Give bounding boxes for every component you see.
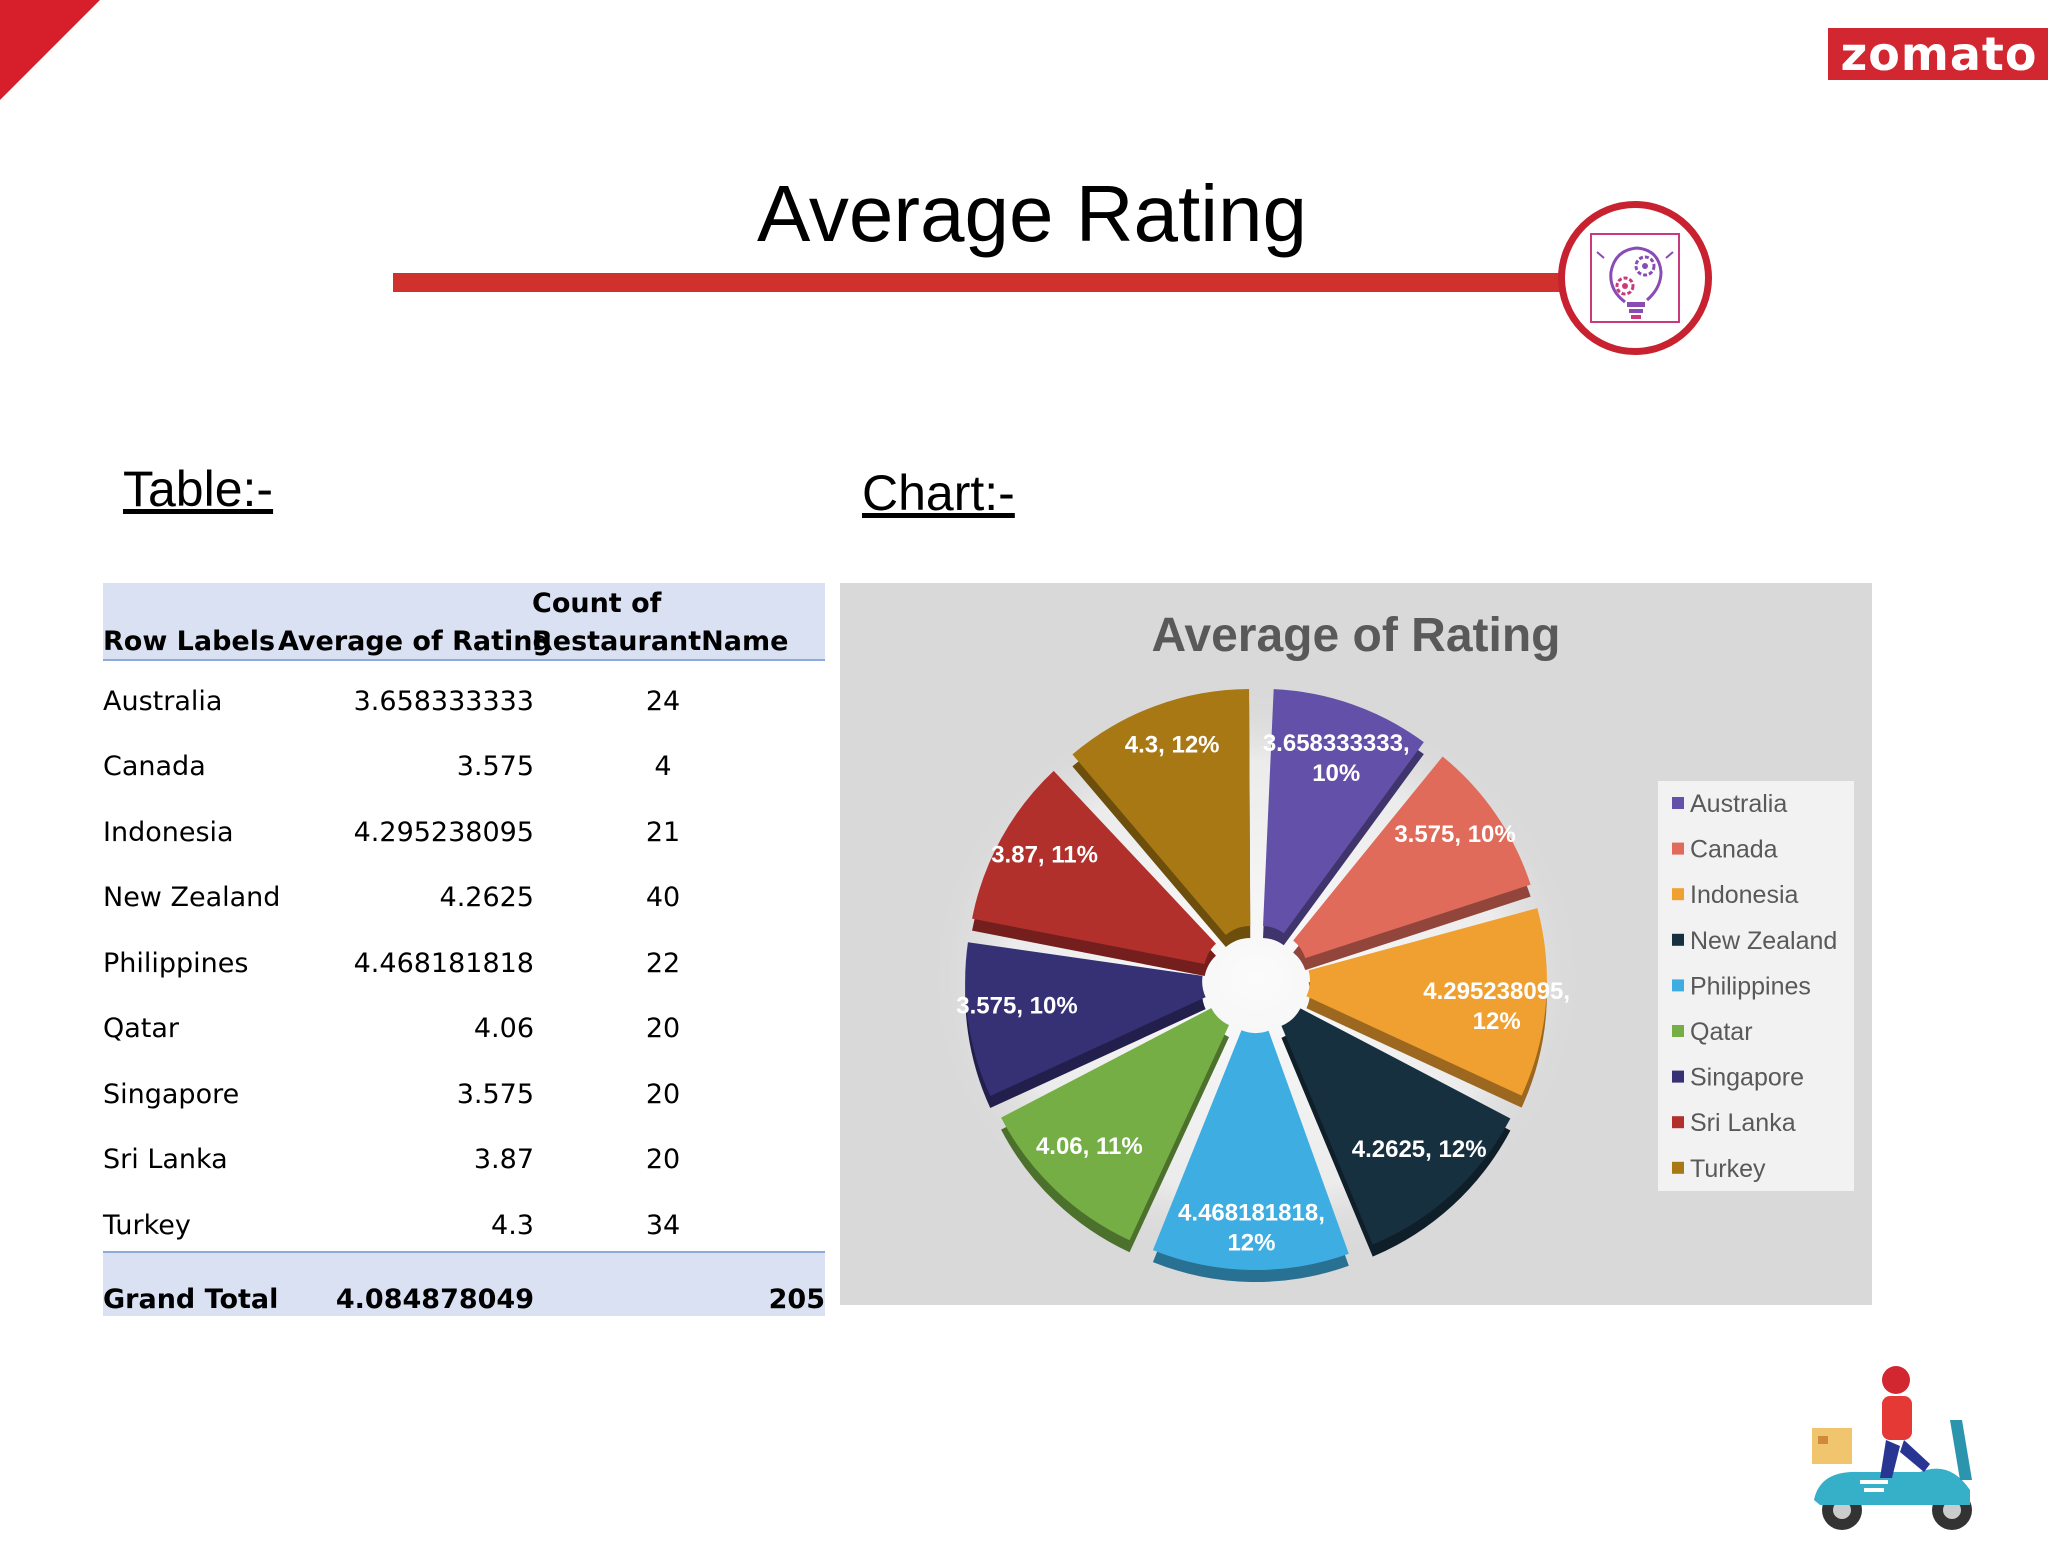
title-underline-bar: [393, 273, 1563, 292]
header-count-line2: RestaurantName: [532, 626, 789, 657]
pie-data-label: 3.575, 10%: [1394, 821, 1515, 848]
row-label: Sri Lanka: [103, 1144, 228, 1175]
header-row-labels: Row Labels: [103, 626, 276, 657]
row-average: 4.468181818: [353, 947, 534, 979]
pie-slice-indonesia: [1306, 908, 1547, 1096]
pivot-header: Row Labels Average of Rating Count of Re…: [103, 583, 825, 661]
row-average: 4.2625: [439, 882, 534, 913]
legend-box: [1658, 781, 1854, 1191]
row-label: Turkey: [103, 1209, 191, 1241]
pie-chart-svg: Average of Rating 3.658333333, 10% 3.575, …: [926, 609, 1854, 1282]
grand-total-count: 205: [768, 1283, 825, 1315]
legend-swatch: [1672, 797, 1684, 809]
row-average: 3.575: [456, 1078, 534, 1110]
pie-data-label: 3.87, 11%: [991, 841, 1098, 868]
row-label: Singapore: [103, 1078, 240, 1110]
row-average: 4.295238095: [353, 816, 534, 848]
pie-slice-turkey: [1072, 688, 1251, 936]
pie-data-label: 4.295238095, 12%: [1423, 978, 1570, 1035]
corner-accent: [0, 0, 100, 100]
legend-swatch: [1672, 1116, 1684, 1129]
table-row: Philippines 4.468181818 22: [103, 923, 825, 989]
table-row: Indonesia 4.295238095 21: [103, 792, 825, 858]
legend-entry: Qatar: [1690, 1018, 1753, 1046]
pie-data-label: 4.3, 12%: [1125, 732, 1220, 759]
header-average: Average of Rating: [278, 626, 552, 657]
pivot-table: Row Labels Average of Rating Count of Re…: [103, 583, 825, 1316]
pie-slice-singapore: [965, 942, 1206, 1097]
table-row: New Zealand 4.2625 40: [103, 858, 825, 924]
row-average: 4.06: [473, 1013, 534, 1044]
row-count: 20: [645, 1013, 681, 1044]
legend-entry: Sri Lanka: [1690, 1109, 1796, 1137]
pie-chart: Average of Rating 3.658333333, 10% 3.575, …: [840, 583, 1872, 1305]
pie-data-label: 4.468181818, 12%: [1178, 1199, 1325, 1256]
pie-slice-australia: [1263, 689, 1424, 934]
grand-total-label: Grand Total: [103, 1283, 279, 1315]
zomato-logo: zomato: [1828, 28, 2048, 80]
pie-data-label: 3.658333333, 10%: [1263, 730, 1410, 787]
row-label: Canada: [103, 751, 206, 782]
row-count: 4: [654, 751, 672, 782]
row-count: 34: [645, 1209, 681, 1241]
legend-swatch: [1672, 1070, 1684, 1083]
legend-swatch: [1672, 979, 1684, 992]
row-count: 22: [645, 947, 681, 979]
row-average: 3.575: [456, 751, 534, 782]
chart-title: Average of Rating: [1152, 609, 1561, 662]
row-label: Indonesia: [103, 816, 234, 848]
pie-data-label: 4.06, 11%: [1036, 1133, 1143, 1160]
row-average: 3.87: [473, 1144, 534, 1175]
pie-slice-canada: [1293, 756, 1531, 959]
legend-swatch: [1672, 1025, 1684, 1037]
row-average: 3.658333333: [353, 685, 534, 717]
legend-entry: Australia: [1690, 790, 1787, 818]
table-row: Canada 3.575 4: [103, 727, 825, 793]
legend-entry: Singapore: [1690, 1064, 1804, 1092]
grand-total-average: 4.084878049: [335, 1283, 534, 1315]
legend-entry: Turkey: [1690, 1155, 1766, 1183]
delivery-scooter-icon: [1800, 1360, 1980, 1541]
row-label: Philippines: [103, 947, 249, 979]
pie-slice-qatar: [1001, 1008, 1230, 1241]
table-section-label: Table:-: [123, 461, 274, 517]
row-label: New Zealand: [103, 882, 281, 913]
row-label: Qatar: [103, 1013, 180, 1044]
pie-data-label: 3.575, 10%: [956, 993, 1077, 1020]
legend-entry: Indonesia: [1690, 881, 1799, 909]
pie-slice-sri-lanka: [972, 770, 1216, 964]
legend-entry: Canada: [1690, 836, 1778, 864]
table-row: Qatar 4.06 20: [103, 989, 825, 1055]
legend-swatch: [1672, 842, 1684, 855]
table-row: Sri Lanka 3.87 20: [103, 1120, 825, 1186]
row-count: 20: [645, 1144, 681, 1175]
row-count: 20: [645, 1078, 681, 1110]
row-count: 21: [645, 816, 681, 848]
row-label: Australia: [103, 685, 223, 717]
grand-total-row: Grand Total 4.084878049 205: [103, 1252, 825, 1316]
table-row: Australia 3.658333333 24: [103, 661, 825, 727]
header-count-line1: Count of: [532, 588, 662, 619]
legend-swatch: [1672, 1161, 1684, 1174]
legend-entry: New Zealand: [1690, 927, 1837, 955]
chart-section-label: Chart:-: [862, 465, 1015, 521]
legend-swatch: [1672, 888, 1684, 901]
table-row: Singapore 3.575 20: [103, 1054, 825, 1120]
gear-lightbulb-icon: [1558, 201, 1712, 355]
row-count: 40: [645, 882, 681, 913]
pie-slice-philippines: [1152, 1030, 1349, 1270]
page-title: Average Rating: [757, 169, 1307, 258]
legend-swatch: [1672, 933, 1684, 946]
pie-slice-new-zealand: [1281, 1008, 1511, 1245]
table-row: Turkey 4.3 34: [103, 1185, 825, 1253]
pie-data-label: 4.2625, 12%: [1352, 1136, 1487, 1163]
row-average: 4.3: [491, 1209, 534, 1241]
row-count: 24: [645, 685, 681, 717]
legend-entry: Philippines: [1690, 972, 1811, 1000]
